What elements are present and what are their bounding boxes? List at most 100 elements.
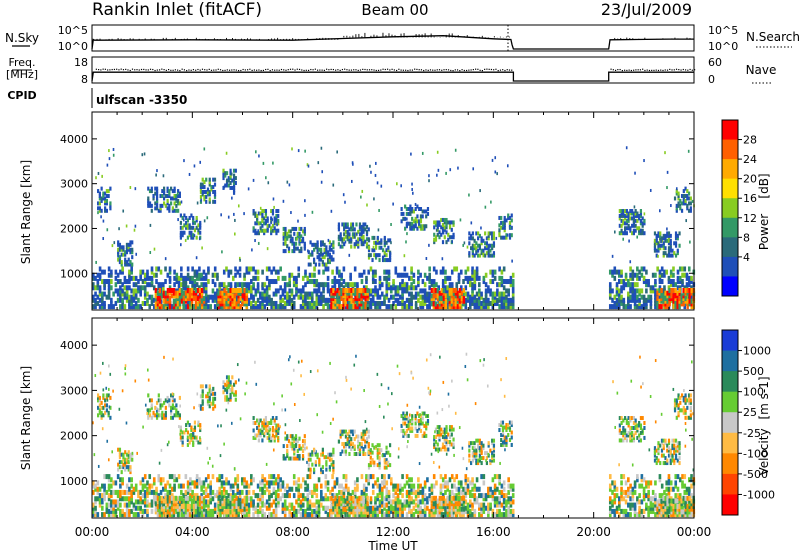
echo-cell — [161, 203, 164, 208]
nave-point — [651, 69, 653, 71]
echo-cell — [473, 282, 477, 288]
echo-cell — [225, 181, 229, 186]
echo-cell — [200, 296, 204, 302]
echo-cell — [385, 294, 389, 300]
echo-cell — [365, 229, 369, 234]
echo-cell — [668, 290, 671, 296]
echo-cell — [423, 224, 426, 229]
echo-cell — [484, 291, 488, 297]
echo-cell — [323, 247, 326, 252]
colorbar-tick-label: 4 — [743, 251, 750, 264]
echo-cell — [500, 483, 504, 489]
echo-cell — [681, 272, 684, 278]
nave-point — [396, 69, 398, 72]
echo-cell — [207, 474, 210, 480]
echo-cell — [160, 304, 164, 310]
echo-cell — [128, 285, 131, 291]
echo-cell — [430, 483, 434, 489]
echo-cell — [250, 266, 253, 272]
echo-cell — [671, 253, 674, 258]
echo-cell — [464, 508, 468, 514]
echo-cell — [119, 288, 122, 294]
echo-cell — [354, 287, 357, 293]
echo-cell — [689, 206, 692, 211]
echo-cell — [447, 237, 450, 242]
echo-cell — [154, 206, 157, 211]
echo-cell — [154, 293, 158, 299]
echo-cell — [466, 505, 470, 511]
echo-cell — [234, 232, 236, 236]
echo-cell — [478, 243, 481, 248]
echo-cell — [662, 296, 665, 302]
echo-cell — [367, 245, 371, 250]
nave-point — [222, 69, 224, 72]
echo-cell — [263, 489, 267, 495]
echo-cell — [617, 496, 621, 502]
echo-cell — [445, 222, 448, 227]
echo-cell — [204, 486, 208, 492]
echo-cell — [410, 486, 413, 492]
echo-cell — [308, 505, 312, 511]
echo-cell — [274, 288, 278, 294]
echo-cell — [116, 499, 120, 505]
echo-cell — [364, 290, 367, 296]
echo-cell — [127, 245, 130, 250]
echo-cell — [312, 260, 316, 265]
echo-cell — [264, 218, 268, 223]
echo-cell — [445, 225, 448, 230]
echo-cell — [636, 304, 639, 310]
echo-cell — [502, 285, 506, 291]
echo-cell — [96, 285, 100, 291]
echo-cell — [450, 282, 454, 288]
echo-cell — [410, 300, 413, 306]
echo-cell — [336, 287, 339, 293]
echo-cell — [313, 266, 316, 272]
echo-cell — [487, 231, 490, 236]
echo-cell — [374, 255, 378, 260]
echo-cell — [92, 489, 95, 495]
echo-cell — [649, 288, 653, 294]
echo-cell — [268, 285, 271, 291]
echo-cell — [227, 493, 231, 499]
echo-cell — [256, 288, 260, 294]
echo-cell — [511, 512, 515, 518]
echo-cell — [272, 300, 276, 306]
echo-cell — [205, 177, 208, 182]
echo-cell — [306, 483, 310, 489]
echo-cell — [132, 282, 136, 288]
echo-cell — [674, 236, 678, 241]
echo-cell — [489, 243, 492, 248]
echo-cell — [245, 266, 249, 272]
echo-cell — [631, 231, 634, 236]
echo-cell — [131, 250, 134, 255]
echo-cell — [503, 223, 506, 228]
echo-cell — [684, 186, 687, 191]
echo-cell — [281, 297, 285, 303]
echo-cell — [369, 304, 373, 310]
echo-cell — [426, 477, 429, 483]
echo-cell — [353, 486, 357, 492]
echo-cell — [500, 235, 503, 240]
echo-cell — [177, 282, 181, 288]
echo-cell — [464, 275, 468, 281]
echo-cell — [94, 512, 97, 518]
echo-cell — [220, 213, 222, 217]
echo-cell — [639, 211, 643, 216]
echo-cell — [98, 496, 102, 502]
echo-cell — [346, 287, 349, 293]
echo-cell — [354, 296, 357, 302]
echo-cell — [148, 483, 152, 489]
echo-cell — [686, 287, 689, 293]
echo-cell — [484, 297, 488, 303]
echo-cell — [194, 293, 198, 299]
echo-cell — [667, 246, 671, 251]
echo-cell — [240, 477, 244, 483]
echo-cell — [365, 237, 369, 242]
echo-cell — [172, 301, 176, 307]
nave-point — [204, 69, 206, 71]
echo-cell — [178, 191, 181, 196]
echo-cell — [478, 300, 481, 306]
echo-cell — [168, 206, 171, 211]
echo-cell — [407, 211, 410, 216]
